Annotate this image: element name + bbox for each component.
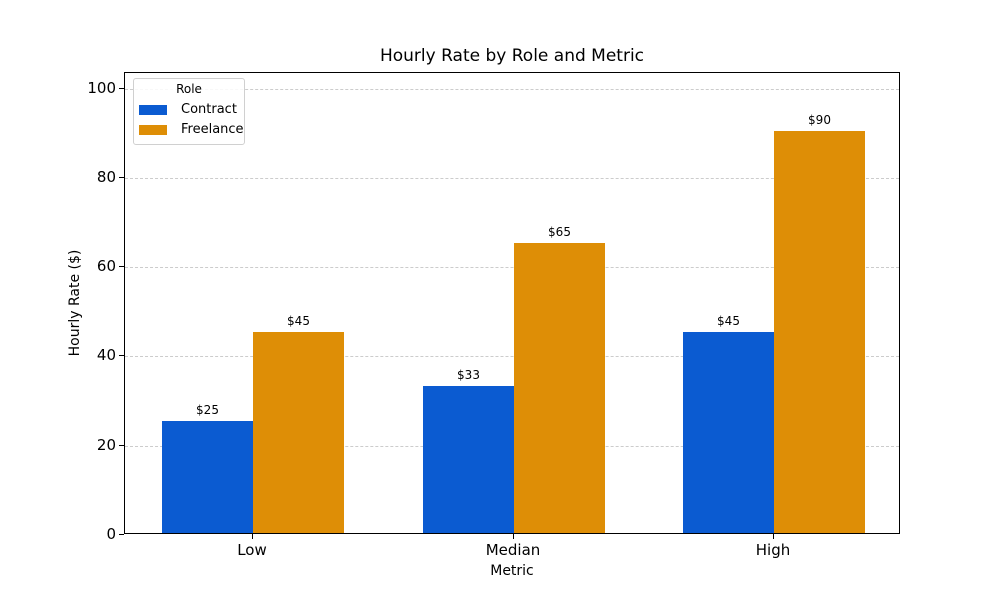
plot-area: $25 $45 $33 $65 $45 $90 bbox=[124, 72, 900, 534]
y-tick-label: 40 bbox=[96, 346, 116, 365]
x-axis-label: Metric bbox=[490, 563, 534, 579]
bar-freelance-low bbox=[253, 332, 344, 533]
y-tick-mark bbox=[119, 444, 124, 446]
chart-title: Hourly Rate by Role and Metric bbox=[379, 46, 645, 66]
x-tick-label: Median bbox=[485, 541, 541, 559]
x-tick-label: Low bbox=[237, 541, 267, 559]
bar-value-label: $25 bbox=[196, 403, 219, 418]
gridline bbox=[125, 267, 899, 269]
y-tick-mark bbox=[119, 355, 124, 357]
y-axis-label: Hourly Rate ($) bbox=[67, 249, 83, 357]
bar-freelance-high bbox=[774, 131, 865, 533]
legend: Role Contract Freelance bbox=[133, 78, 245, 145]
y-tick-mark bbox=[119, 266, 124, 268]
y-tick-mark bbox=[119, 534, 124, 535]
x-tick-mark bbox=[252, 534, 253, 539]
bar-contract-low bbox=[162, 421, 253, 533]
gridline bbox=[125, 356, 899, 358]
y-tick-label: 20 bbox=[96, 435, 116, 454]
bar-freelance-median bbox=[514, 242, 605, 533]
legend-label: Contract bbox=[181, 102, 237, 117]
legend-swatch-freelance bbox=[139, 124, 167, 135]
legend-title: Role bbox=[176, 82, 202, 96]
y-tick-label: 80 bbox=[96, 167, 116, 186]
bar-contract-high bbox=[683, 332, 774, 533]
y-tick-label: 100 bbox=[87, 78, 116, 97]
bar-value-label: $45 bbox=[287, 314, 310, 329]
y-tick-label: 0 bbox=[106, 525, 116, 543]
y-tick-label: 60 bbox=[96, 257, 116, 276]
x-tick-mark bbox=[773, 534, 774, 539]
bar-value-label: $45 bbox=[717, 314, 740, 329]
x-tick-label: High bbox=[755, 541, 791, 559]
legend-item-freelance: Freelance bbox=[139, 122, 244, 137]
bar-contract-median bbox=[423, 385, 514, 533]
y-tick-mark bbox=[119, 176, 124, 178]
bar-value-label: $65 bbox=[548, 224, 571, 239]
legend-label: Freelance bbox=[181, 122, 244, 137]
bar-value-label: $90 bbox=[808, 113, 831, 128]
legend-item-contract: Contract bbox=[139, 102, 237, 117]
gridline bbox=[125, 177, 899, 179]
bar-value-label: $33 bbox=[457, 367, 480, 382]
y-tick-mark bbox=[119, 87, 124, 89]
legend-swatch-contract bbox=[139, 104, 167, 115]
x-tick-mark bbox=[513, 534, 514, 539]
gridline bbox=[125, 88, 899, 90]
